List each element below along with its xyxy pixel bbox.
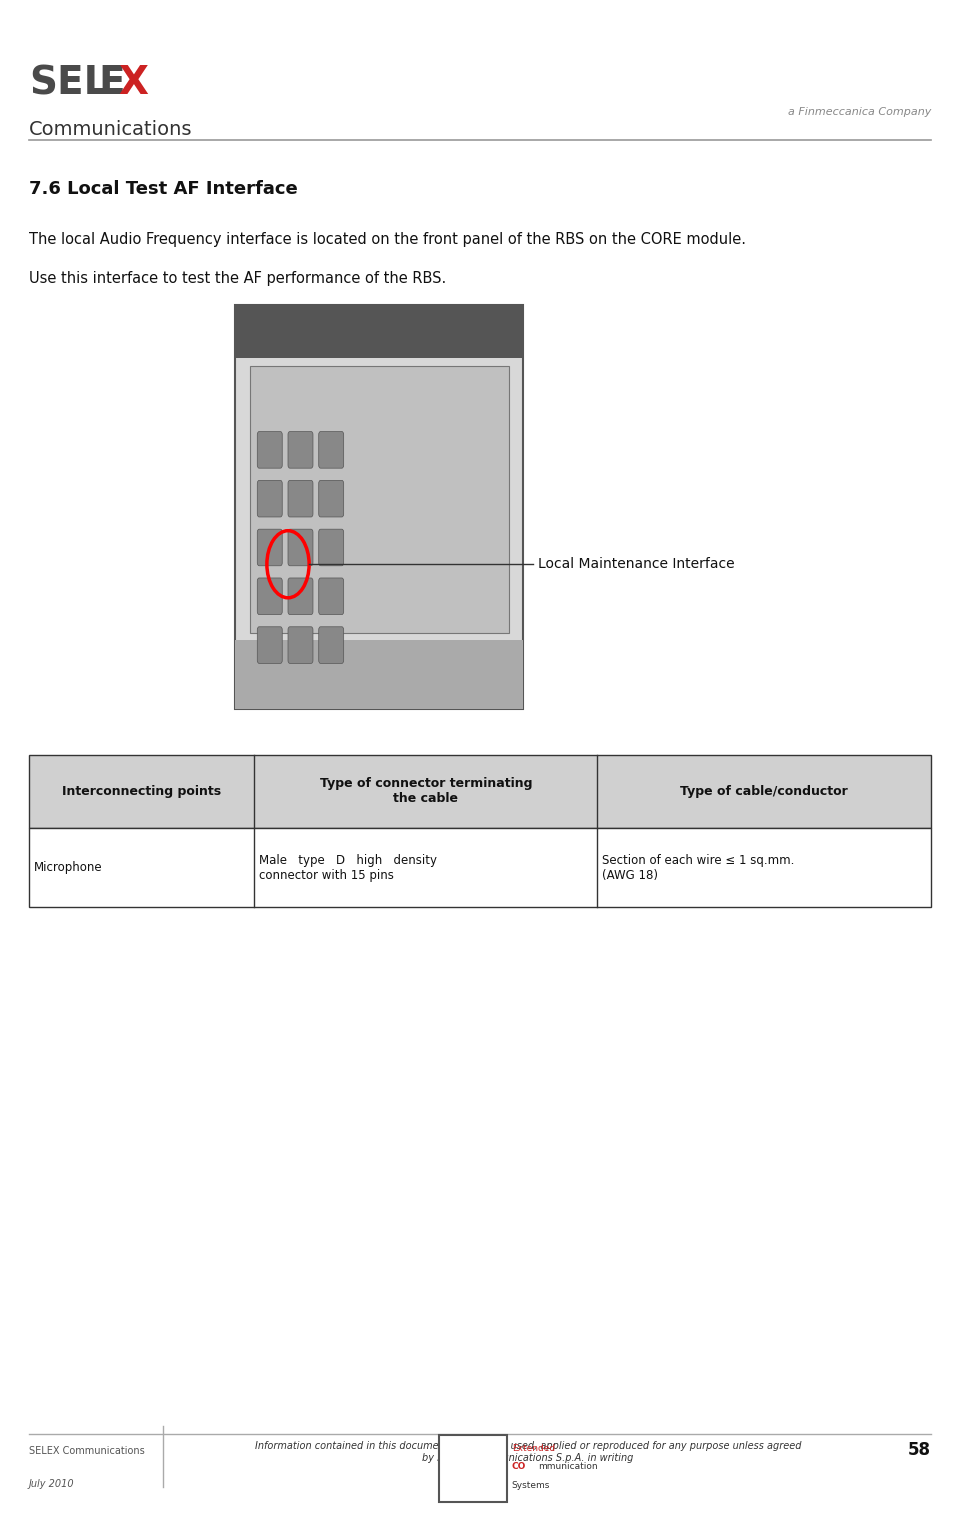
FancyBboxPatch shape	[288, 578, 313, 615]
FancyBboxPatch shape	[319, 432, 344, 468]
FancyBboxPatch shape	[319, 578, 344, 615]
FancyBboxPatch shape	[319, 529, 344, 566]
FancyBboxPatch shape	[288, 529, 313, 566]
FancyBboxPatch shape	[288, 480, 313, 517]
FancyBboxPatch shape	[29, 755, 931, 828]
Text: 58: 58	[908, 1441, 931, 1459]
FancyBboxPatch shape	[288, 432, 313, 468]
Text: Use this interface to test the AF performance of the RBS.: Use this interface to test the AF perfor…	[29, 271, 446, 287]
Text: Type of connector terminating
the cable: Type of connector terminating the cable	[320, 778, 532, 805]
Text: The local Audio Frequency interface is located on the front panel of the RBS on : The local Audio Frequency interface is l…	[29, 232, 746, 247]
Text: Information contained in this document may not be used, applied or reproduced fo: Information contained in this document m…	[254, 1441, 802, 1462]
FancyBboxPatch shape	[257, 480, 282, 517]
FancyBboxPatch shape	[257, 578, 282, 615]
FancyBboxPatch shape	[29, 828, 931, 907]
Text: SELEX Communications: SELEX Communications	[29, 1446, 145, 1456]
Text: X: X	[118, 64, 148, 102]
Text: Local Maintenance Interface: Local Maintenance Interface	[538, 557, 734, 572]
Text: Communications: Communications	[29, 120, 192, 139]
FancyBboxPatch shape	[319, 480, 344, 517]
FancyBboxPatch shape	[257, 432, 282, 468]
FancyBboxPatch shape	[235, 305, 523, 358]
FancyBboxPatch shape	[288, 627, 313, 663]
FancyBboxPatch shape	[257, 627, 282, 663]
Text: July 2010: July 2010	[29, 1479, 75, 1490]
Text: Interconnecting points: Interconnecting points	[62, 785, 221, 798]
Text: mmunication: mmunication	[539, 1462, 598, 1472]
Text: Systems: Systems	[512, 1481, 550, 1490]
Text: 7.6 Local Test AF Interface: 7.6 Local Test AF Interface	[29, 180, 298, 198]
Text: E: E	[98, 64, 125, 102]
Text: Type of cable/conductor: Type of cable/conductor	[681, 785, 848, 798]
Text: Male   type   D   high   density
connector with 15 pins: Male type D high density connector with …	[259, 854, 437, 881]
FancyBboxPatch shape	[250, 366, 509, 633]
Text: Section of each wire ≤ 1 sq.mm.
(AWG 18): Section of each wire ≤ 1 sq.mm. (AWG 18)	[602, 854, 795, 881]
FancyBboxPatch shape	[235, 305, 523, 709]
Text: Extended: Extended	[512, 1444, 555, 1453]
FancyBboxPatch shape	[439, 1435, 507, 1502]
Text: SEL: SEL	[29, 64, 108, 102]
FancyBboxPatch shape	[319, 627, 344, 663]
Text: Microphone: Microphone	[34, 862, 102, 874]
FancyBboxPatch shape	[257, 529, 282, 566]
Text: ECOS: ECOS	[450, 1461, 495, 1476]
Text: a Finmeccanica Company: a Finmeccanica Company	[788, 107, 931, 117]
Text: CO: CO	[512, 1462, 526, 1472]
FancyBboxPatch shape	[235, 640, 523, 709]
